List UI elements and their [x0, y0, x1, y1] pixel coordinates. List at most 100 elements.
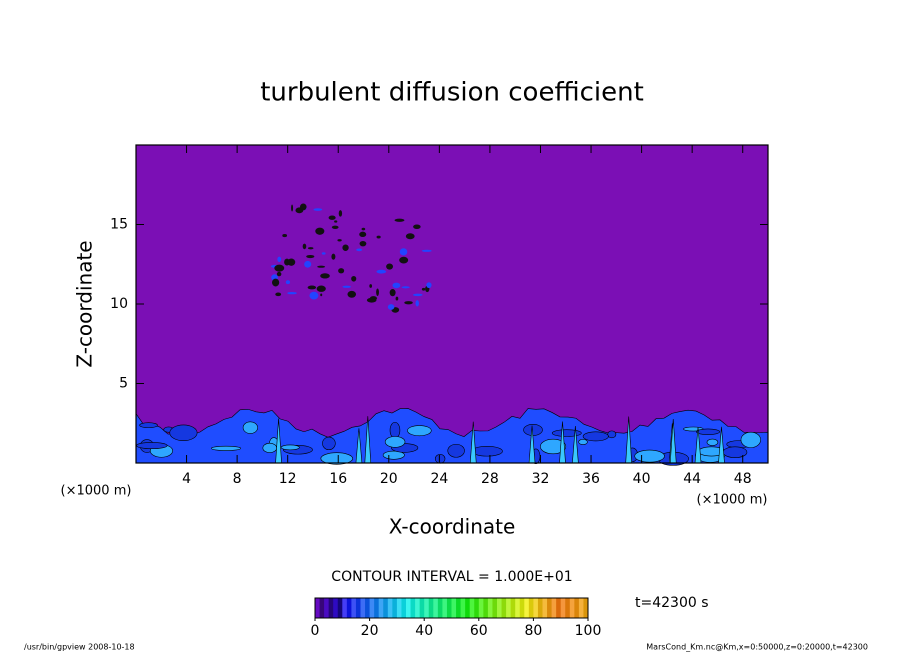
upper-patch — [306, 254, 315, 259]
eddy — [607, 430, 617, 439]
upper-patch — [395, 296, 399, 301]
colorbar-stripe — [433, 598, 439, 618]
eddy — [280, 444, 300, 451]
colorbar-stripe — [342, 598, 348, 618]
colorbar-stripe — [324, 598, 330, 618]
colorbar-stripe — [487, 598, 493, 618]
upper-patch — [316, 228, 324, 234]
upper-patch — [369, 284, 373, 288]
eddy — [578, 438, 588, 445]
colorbar-stripe — [387, 598, 393, 618]
upper-patch — [302, 243, 307, 250]
upper-patch — [399, 256, 409, 264]
colorbar-stripe — [556, 598, 562, 618]
colorbar-stripe — [583, 598, 589, 618]
colorbar-stripe — [483, 598, 489, 618]
eddy — [695, 428, 721, 435]
colorbar-stripe — [560, 598, 566, 618]
colorbar-stripe — [428, 598, 434, 618]
colorbar-stripe — [401, 598, 407, 618]
upper-patch — [392, 282, 401, 289]
upper-patch — [285, 280, 291, 285]
upper-patch — [404, 301, 413, 305]
upper-patch — [328, 215, 336, 220]
upper-patch — [401, 286, 410, 289]
upper-patch — [276, 271, 282, 277]
colorbar-stripe — [565, 598, 571, 618]
eddy — [320, 452, 353, 465]
colorbar-stripe — [497, 598, 503, 618]
colorbar-stripe — [424, 598, 430, 618]
eddy — [384, 436, 406, 448]
colorbar-stripe — [446, 598, 452, 618]
upper-patch — [338, 268, 345, 274]
upper-patch — [359, 240, 367, 247]
colorbar-stripe — [533, 598, 539, 618]
colorbar-stripe — [478, 598, 484, 618]
colorbar-stripe — [510, 598, 516, 618]
upper-patch — [415, 300, 420, 307]
colorbar-stripe — [406, 598, 412, 618]
upper-patch — [426, 282, 432, 289]
x-tick-label: 20 — [380, 471, 398, 487]
colorbar-tick-label: 60 — [470, 623, 488, 639]
upper-patch — [387, 304, 395, 310]
colorbar-stripe — [392, 598, 398, 618]
eddy — [471, 446, 503, 457]
footer-right: MarsCond_Km.nc@Km,x=0:50000,z=0:20000,t=… — [646, 643, 868, 652]
colorbar-stripe — [460, 598, 466, 618]
upper-patch — [347, 290, 357, 298]
colorbar-stripe — [474, 598, 480, 618]
eddy — [740, 431, 761, 448]
eddy — [722, 446, 748, 458]
colorbar-tick-label: 100 — [575, 623, 602, 639]
eddy — [551, 429, 582, 437]
time-label: t=42300 s — [635, 595, 709, 611]
colorbar-stripe — [346, 598, 352, 618]
colorbar-stripe — [337, 598, 343, 618]
eddy — [242, 421, 258, 434]
y-tick-label: 15 — [110, 217, 128, 233]
upper-patch — [287, 291, 297, 295]
upper-patch — [338, 210, 343, 217]
x-tick-label: 44 — [683, 471, 701, 487]
upper-patch — [376, 269, 387, 274]
eddy — [169, 424, 198, 441]
upper-patch — [282, 233, 288, 238]
eddy — [136, 442, 168, 450]
upper-patch — [356, 248, 363, 252]
colorbar-stripe — [442, 598, 448, 618]
colorbar-stripe — [524, 598, 530, 618]
upper-patch — [331, 225, 339, 229]
colorbar-stripe — [578, 598, 584, 618]
colorbar-stripe — [569, 598, 575, 618]
x-tick-label: 28 — [481, 471, 499, 487]
colorbar-tick-label: 40 — [415, 623, 433, 639]
eddy — [706, 438, 719, 446]
upper-patch — [351, 275, 357, 282]
upper-patch — [307, 285, 317, 290]
x-tick-label: 32 — [532, 471, 550, 487]
colorbar-stripe — [451, 598, 457, 618]
upper-patch — [361, 227, 366, 231]
field — [135, 203, 769, 466]
y-tick-label: 5 — [119, 376, 128, 392]
colorbar-stripe — [383, 598, 389, 618]
upper-patch — [299, 203, 307, 211]
colorbar: 0 20 40 60 80 100 — [311, 597, 602, 639]
x-tick-label: 12 — [279, 471, 297, 487]
upper-patch — [399, 248, 408, 256]
upper-patch — [342, 285, 352, 288]
upper-patch — [366, 297, 377, 303]
upper-patch — [275, 292, 282, 297]
colorbar-stripe — [410, 598, 416, 618]
upper-patch — [421, 287, 426, 291]
upper-patch — [359, 231, 367, 238]
colorbar-stripe — [415, 598, 421, 618]
upper-patch — [313, 208, 323, 211]
eddy — [211, 445, 242, 451]
eddy — [139, 422, 158, 429]
x-tick-label: 40 — [633, 471, 651, 487]
colorbar-stripe — [365, 598, 371, 618]
x-tick-label: 36 — [582, 471, 600, 487]
